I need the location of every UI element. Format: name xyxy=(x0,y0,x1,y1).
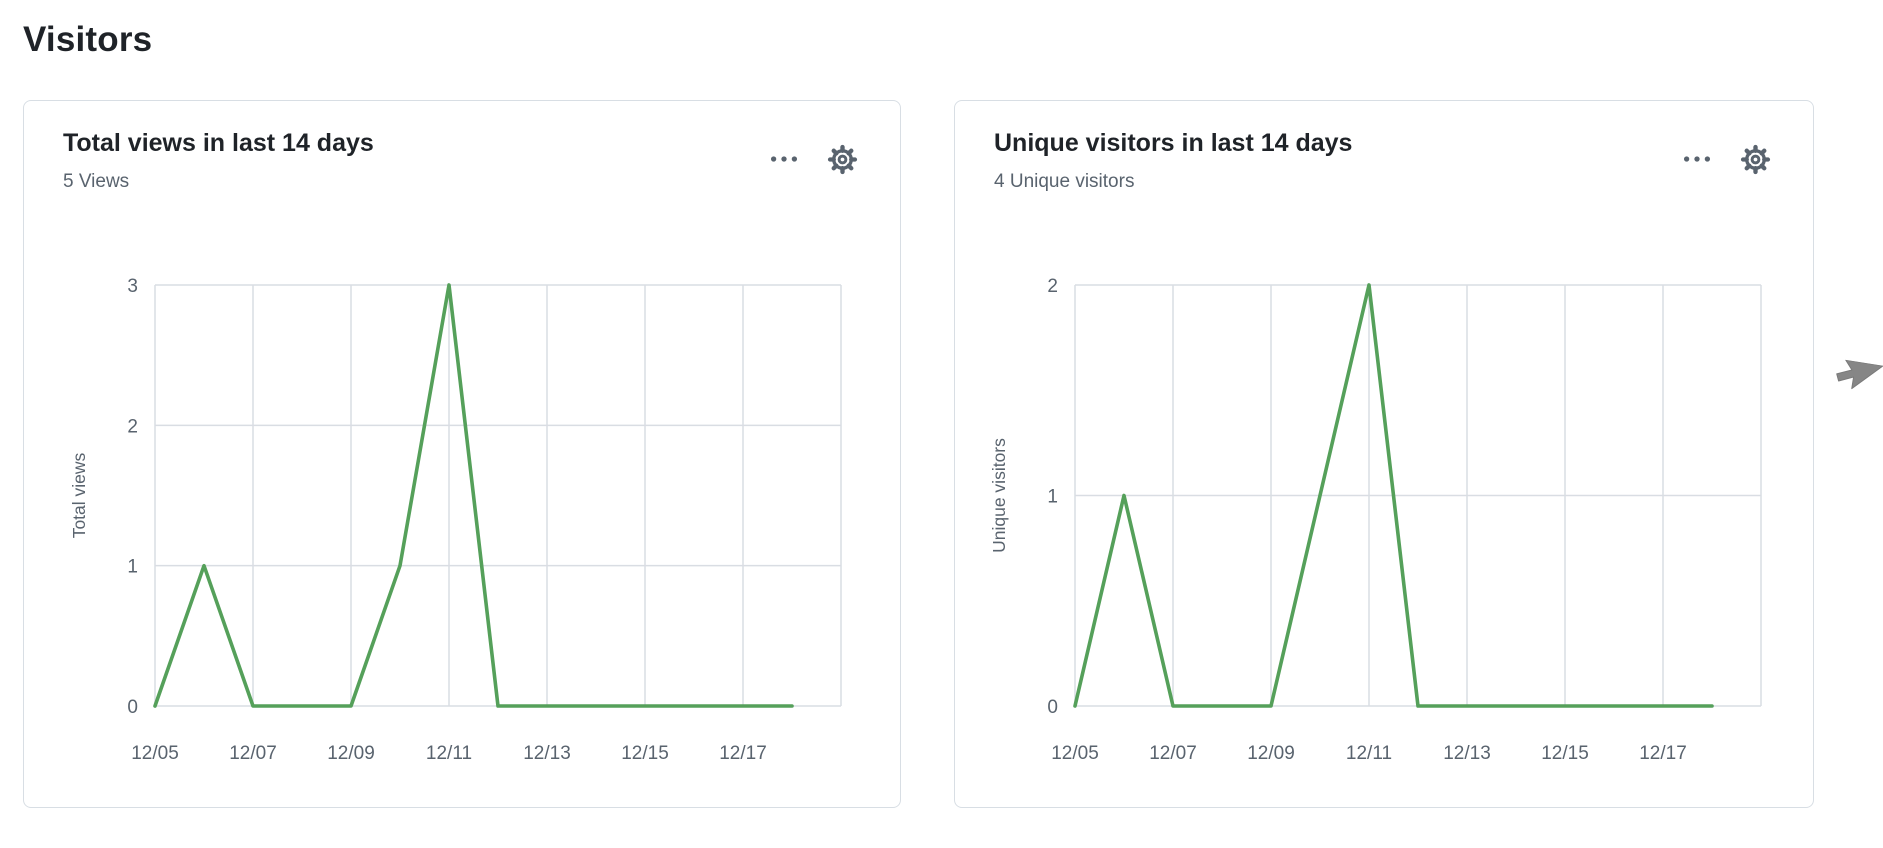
gear-icon xyxy=(827,144,858,174)
card-heading: Total views in last 14 days 5 Views xyxy=(63,129,374,193)
x-tick-label: 12/05 xyxy=(131,743,179,764)
x-tick-label: 12/11 xyxy=(1346,743,1392,764)
card-subtitle: 5 Views xyxy=(63,171,130,192)
x-tick-label: 12/13 xyxy=(523,743,571,764)
series-line xyxy=(1073,283,1714,708)
card-title: Total views in last 14 days xyxy=(63,129,374,157)
y-tick-label: 1 xyxy=(127,557,138,578)
x-tick-label: 12/05 xyxy=(1051,743,1099,764)
page-title: Visitors xyxy=(23,20,153,59)
kebab-menu-button[interactable] xyxy=(765,151,803,167)
x-tick-label: 12/13 xyxy=(1443,743,1491,764)
y-tick-label: 0 xyxy=(127,697,138,718)
x-tick-label: 12/09 xyxy=(1247,743,1295,764)
total-views-chart[interactable]: 0 1 2 3 12/05 12/07 12/09 12/11 12/13 12/15 12/17 T… xyxy=(24,101,902,809)
series-line xyxy=(153,283,794,708)
settings-button[interactable] xyxy=(823,142,862,177)
gear-icon xyxy=(1740,144,1771,174)
y-axis-label: Unique visitors xyxy=(989,438,1009,553)
y-tick-label: 1 xyxy=(1047,487,1058,508)
y-axis-label: Total views xyxy=(69,452,89,538)
total-views-card: Total views in last 14 days 5 Views xyxy=(23,100,901,808)
unique-visitors-chart[interactable]: 0 1 2 12/05 12/07 12/09 12/11 12/13 12/15 12/17 Un… xyxy=(955,101,1815,809)
x-tick-label: 12/07 xyxy=(229,743,277,764)
x-tick-label: 12/15 xyxy=(621,743,669,764)
x-tick-label: 12/11 xyxy=(426,743,472,764)
settings-button[interactable] xyxy=(1736,142,1775,177)
kebab-horizontal-icon xyxy=(1683,156,1711,162)
x-tick-label: 12/09 xyxy=(327,743,375,764)
unique-visitors-card: Unique visitors in last 14 days 4 Unique… xyxy=(954,100,1814,808)
mouse-pointer-icon xyxy=(1836,354,1883,400)
card-title: Unique visitors in last 14 days xyxy=(994,129,1353,157)
card-actions xyxy=(1678,141,1775,177)
card-subtitle: 4 Unique visitors xyxy=(994,171,1135,192)
card-heading: Unique visitors in last 14 days 4 Unique… xyxy=(994,129,1352,193)
y-tick-label: 2 xyxy=(1047,276,1058,297)
kebab-horizontal-icon xyxy=(770,156,798,162)
y-tick-label: 2 xyxy=(127,416,138,437)
x-tick-label: 12/17 xyxy=(1639,743,1687,764)
kebab-menu-button[interactable] xyxy=(1678,151,1716,167)
x-tick-label: 12/07 xyxy=(1149,743,1197,764)
y-tick-label: 0 xyxy=(1047,697,1058,718)
x-tick-label: 12/15 xyxy=(1541,743,1589,764)
card-actions xyxy=(765,141,862,177)
x-tick-label: 12/17 xyxy=(719,743,767,764)
y-tick-label: 3 xyxy=(127,276,138,297)
